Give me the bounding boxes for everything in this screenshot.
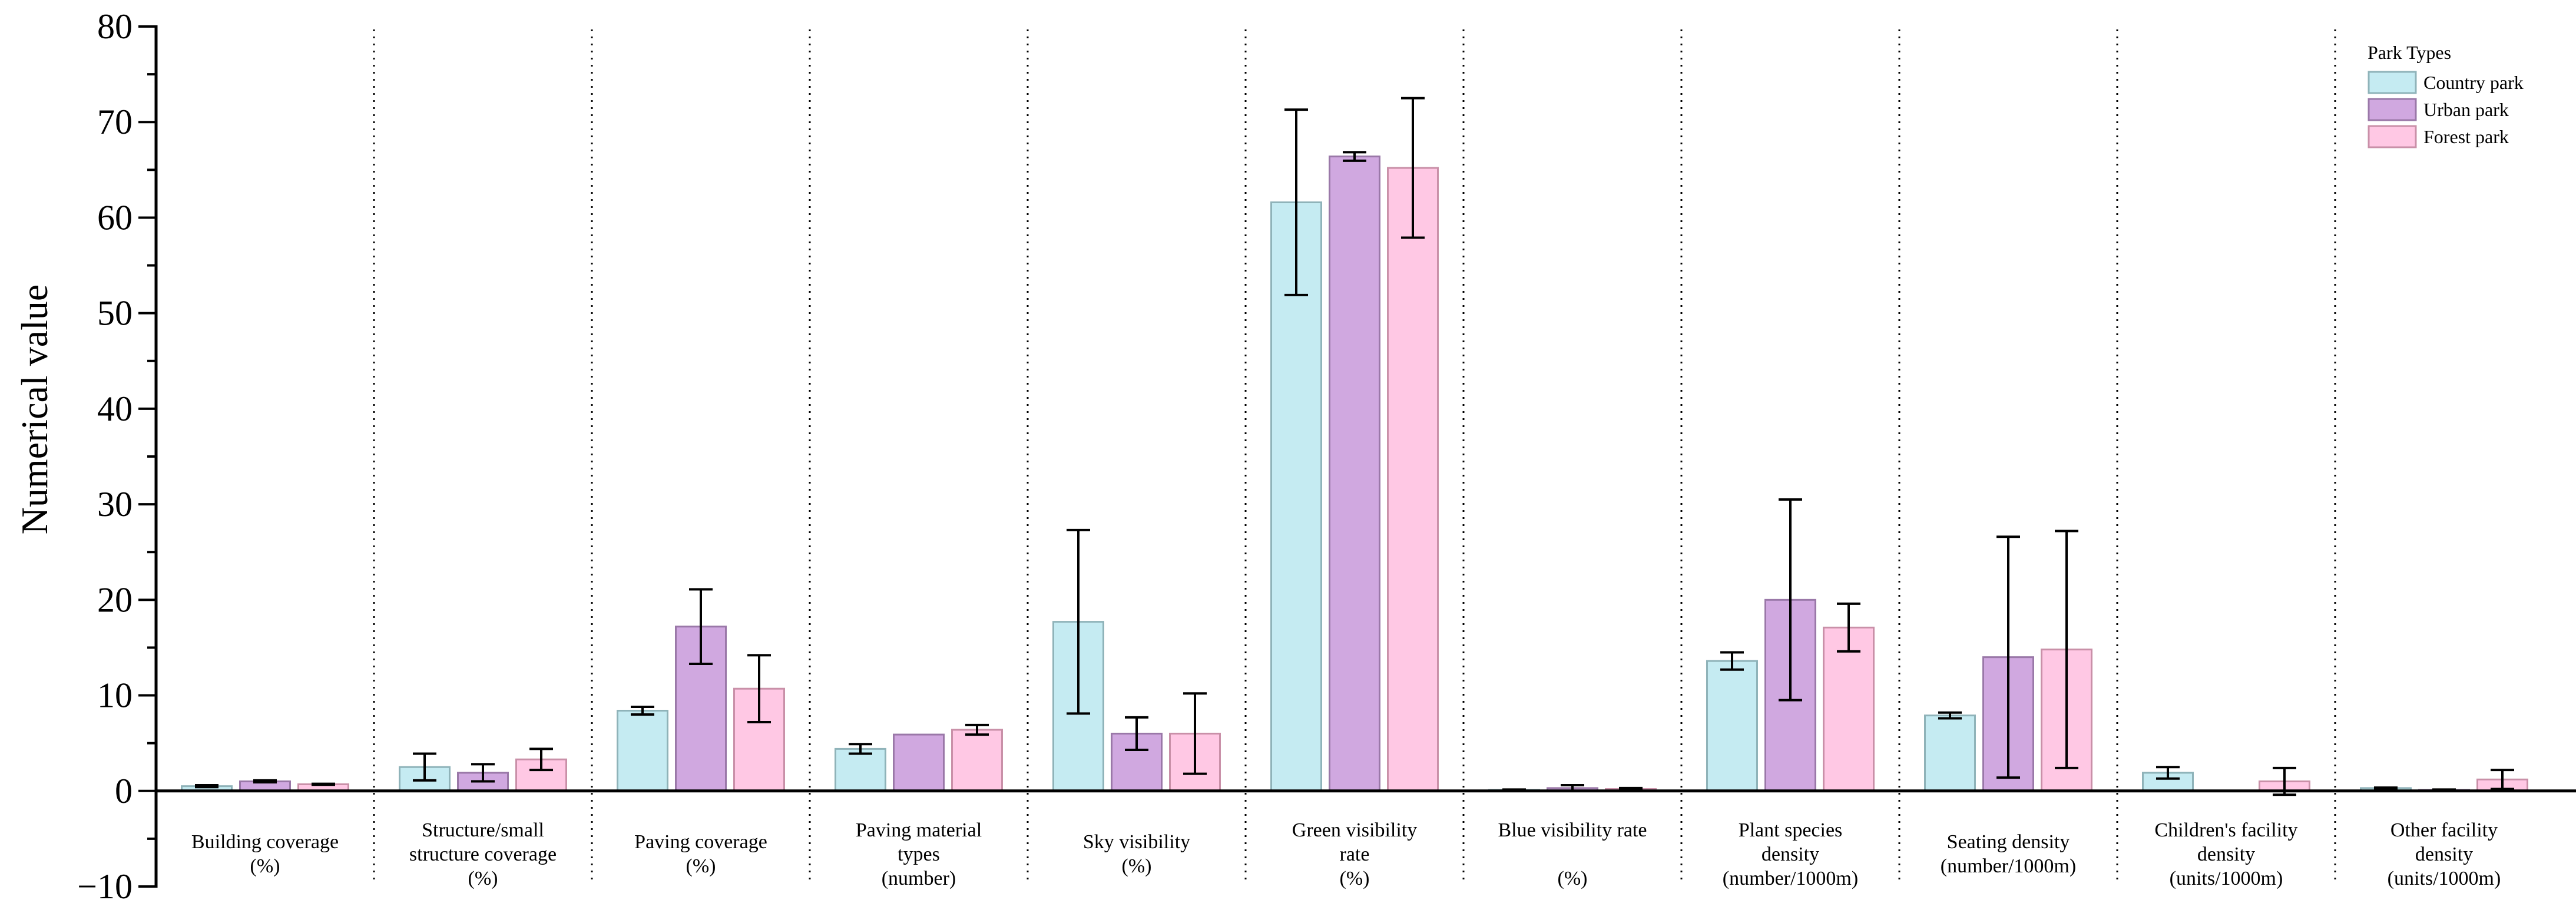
x-tick-label: Paving coverage (%) (634, 831, 767, 877)
x-tick-label: Seating density (number/1000m) (1941, 831, 2076, 877)
x-tick-label: Paving material types (number) (856, 819, 982, 889)
x-tick-label: Sky visibility (%) (1083, 831, 1190, 877)
legend-label: Forest park (2423, 126, 2509, 147)
legend-swatch (2368, 71, 2417, 94)
bar-forest-park (951, 729, 1003, 792)
legend-swatch (2368, 125, 2417, 148)
bar-country-park (617, 710, 668, 792)
x-tick-label: Other facility density (units/1000m) (2388, 819, 2501, 889)
legend-label: Country park (2423, 72, 2524, 93)
y-tick-label: 70 (97, 102, 133, 141)
x-tick-label: Structure/small structure coverage (%) (409, 819, 557, 889)
bar-country-park (1924, 714, 1976, 792)
x-tick-label: Children's facility density (units/1000m) (2154, 819, 2297, 889)
bar-forest-park (1387, 167, 1439, 792)
x-tick-label: Plant species density (number/1000m) (1723, 819, 1858, 889)
y-axis-title: Numerical value (14, 285, 55, 535)
x-tick-label: Blue visibility rate (%) (1498, 819, 1647, 889)
y-tick-label: 20 (97, 580, 133, 619)
y-tick-label: 30 (97, 485, 133, 524)
legend: Park Types Country park Urban park Forest p… (2368, 42, 2524, 148)
y-tick-label: 50 (97, 294, 133, 333)
y-tick-label: 80 (97, 7, 133, 46)
bar-country-park (1270, 201, 1322, 792)
legend-label: Urban park (2423, 99, 2509, 120)
legend-title: Park Types (2368, 42, 2451, 63)
y-tick-label: 10 (97, 676, 133, 715)
x-tick-label: Green visibility rate (%) (1292, 819, 1417, 889)
bar-country-park (1706, 660, 1758, 792)
x-tick-label: Building coverage (%) (191, 831, 339, 877)
y-tick-label: −10 (77, 867, 133, 906)
bar-urban-park (1329, 156, 1380, 792)
bar-forest-park (1823, 626, 1875, 792)
legend-swatch (2368, 98, 2417, 121)
bar-urban-park (893, 733, 945, 792)
y-tick-label: 60 (97, 198, 133, 237)
bar-country-park (835, 747, 886, 792)
y-tick-label: 0 (115, 772, 133, 811)
y-tick-label: 40 (97, 389, 133, 428)
